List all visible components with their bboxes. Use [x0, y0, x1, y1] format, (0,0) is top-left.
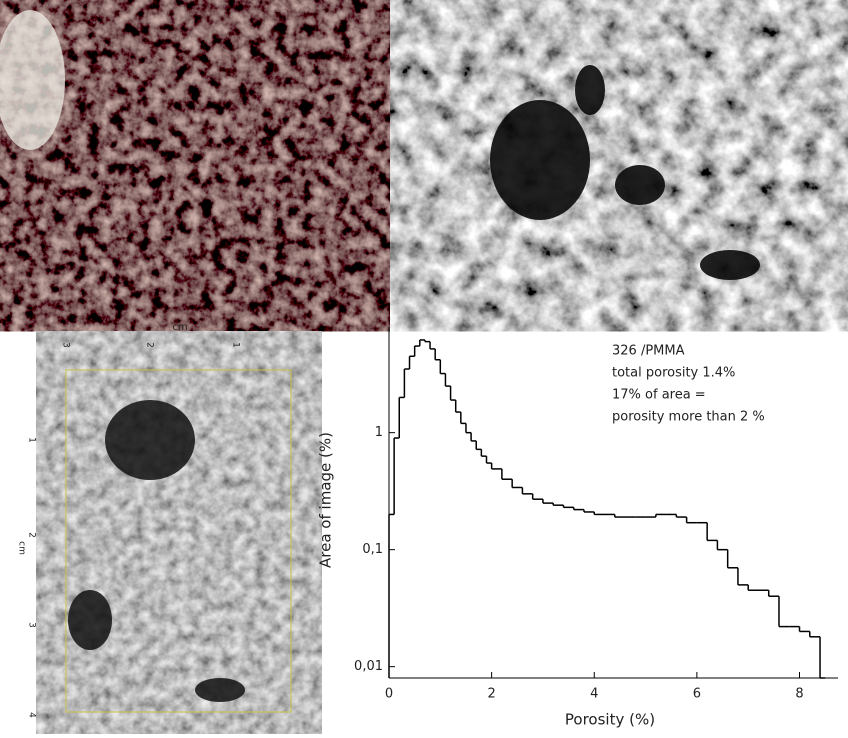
annotation: porosity more than 2 %	[612, 410, 765, 425]
annotation: 326 /PMMA	[612, 344, 685, 359]
y-tick-label: 0,01	[354, 659, 383, 674]
scale-tick-top: 3	[61, 342, 71, 348]
annotation: total porosity 1.4%	[612, 366, 735, 381]
annotation: 17% of area =	[612, 388, 706, 403]
scale-tick-top: 1	[231, 342, 241, 348]
scale-unit-top: cm	[172, 322, 187, 333]
figure: cm 3 2 1 1 2 3 4 cm 0,01 0,1 1 0 2 4 6 8 Porosity (%) Are…	[0, 0, 848, 734]
scale-tick-left: 4	[27, 712, 37, 718]
x-tick-label: 8	[795, 687, 803, 702]
x-tick-label: 0	[385, 687, 393, 702]
page: cm 3 2 1 1 2 3 4 cm 0,01 0,1 1 0 2 4 6 8 Porosity (%) Are…	[0, 0, 848, 734]
x-tick-label: 2	[487, 687, 495, 702]
y-tick-label: 0,1	[362, 542, 383, 557]
scale-tick-left: 2	[27, 532, 37, 538]
y-axis-title: Area of image (%)	[317, 432, 335, 568]
x-tick-label: 6	[693, 687, 701, 702]
scale-tick-left: 3	[27, 622, 37, 628]
y-tick-label: 1	[375, 425, 383, 440]
scale-tick-top: 2	[145, 342, 155, 348]
scale-tick-left: 1	[27, 437, 37, 443]
scale-unit-left: cm	[17, 541, 27, 555]
x-tick-label: 4	[590, 687, 598, 702]
x-axis-title: Porosity (%)	[565, 711, 655, 729]
photo-crossed-polars	[7, 8, 428, 302]
